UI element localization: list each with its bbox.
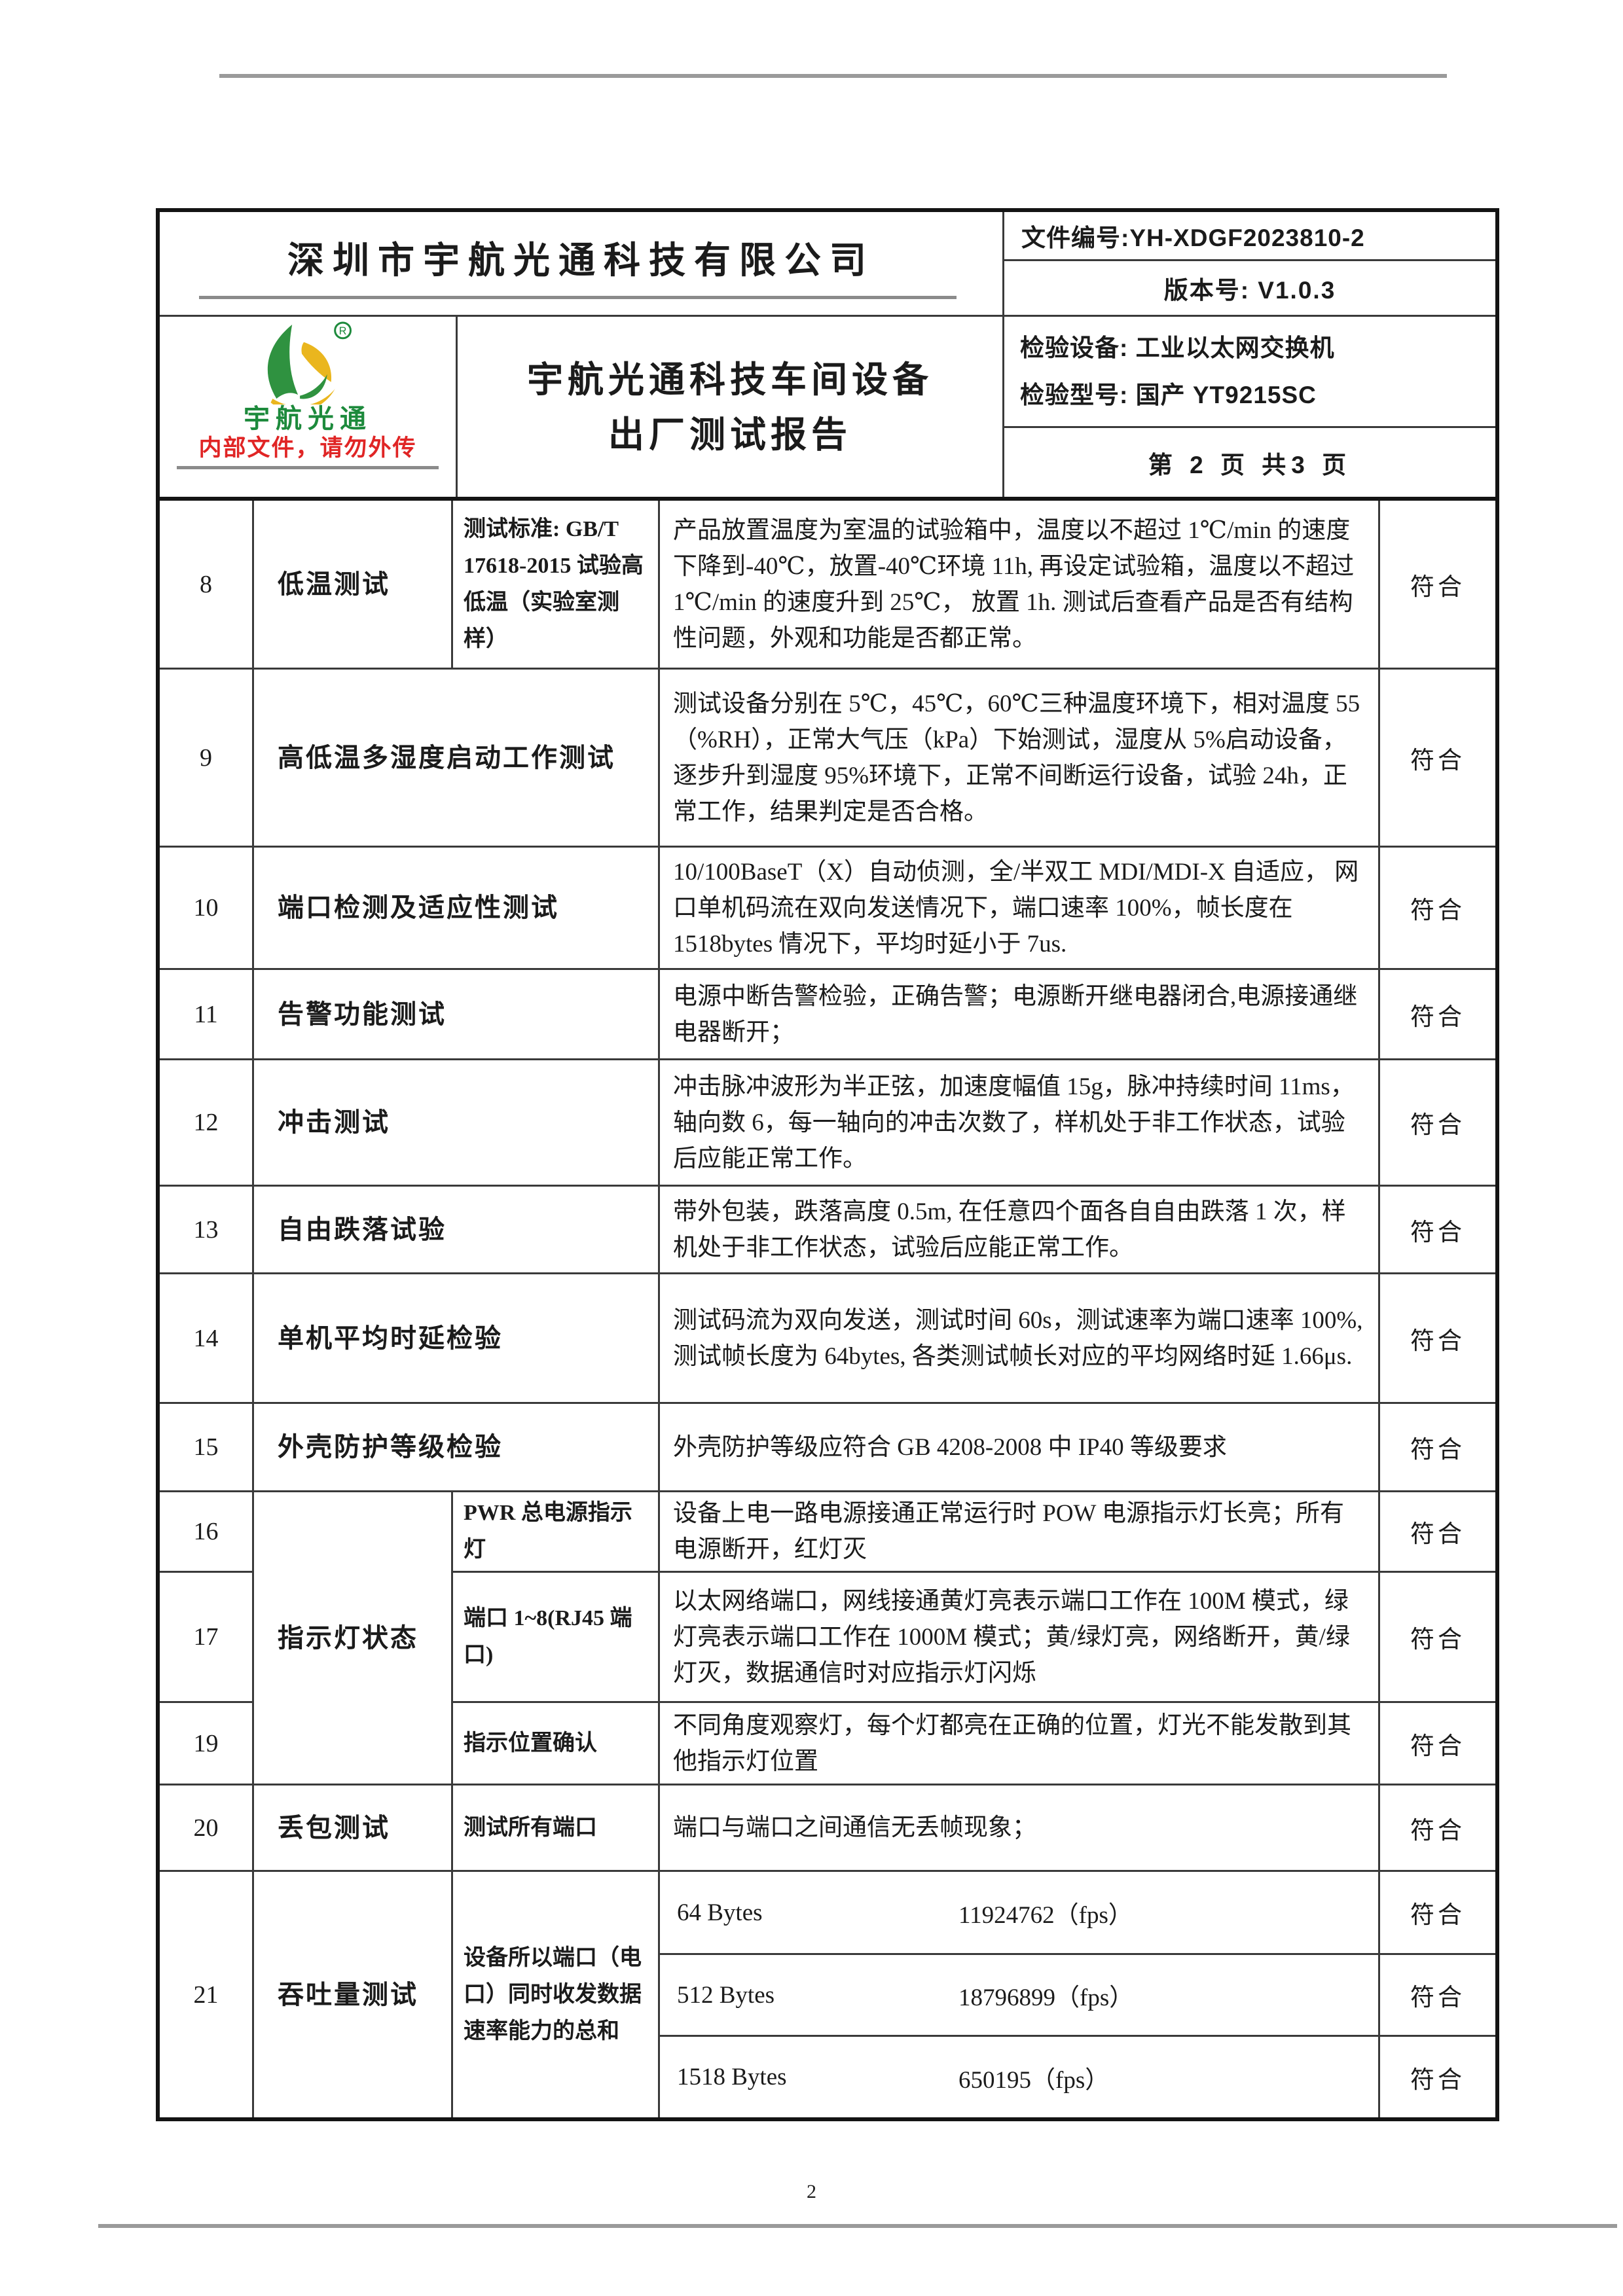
- row12-no: 12: [160, 1060, 254, 1187]
- row17-no: 17: [160, 1573, 254, 1703]
- footer-divider-line: [98, 2224, 1617, 2228]
- row21-name: 吞吐量测试: [254, 1872, 453, 2117]
- page-info: 第 2 页 共3 页: [1148, 451, 1352, 478]
- row17-result: 符合: [1380, 1573, 1495, 1703]
- row21-64bytes-value: 11924762（fps）: [958, 1902, 1133, 1929]
- company-name: 深圳市宇航光通科技有限公司: [287, 240, 875, 281]
- row21-no: 21: [160, 1872, 254, 2117]
- row8-standard: 测试标准: GB/T 17618-2015 试验高低温（实验室测样）: [453, 501, 660, 670]
- row15-result: 符合: [1380, 1404, 1495, 1492]
- confidential-notice: 内部文件，请勿外传: [198, 435, 417, 461]
- row20-sub: 测试所有端口: [453, 1785, 660, 1872]
- row21-sub: 设备所以端口（电口）同时收发数据速率能力的总和: [453, 1872, 660, 2117]
- row10-result: 符合: [1380, 848, 1495, 970]
- row8-result: 符合: [1380, 501, 1495, 670]
- row21-512bytes-value: 18796899（fps）: [958, 1984, 1134, 2011]
- report-title-line2: 出厂测试报告: [608, 414, 852, 455]
- row14-content: 测试码流为双向发送，测试时间 60s，测试速率为端口速率 100%, 测试帧长度…: [660, 1274, 1380, 1404]
- row15-no: 15: [160, 1404, 254, 1492]
- row11-name: 告警功能测试: [254, 970, 660, 1060]
- row14-no: 14: [160, 1274, 254, 1404]
- row11-content: 电源中断告警检验，正确告警；电源断开继电器闭合,电源接通继电器断开；: [660, 970, 1380, 1060]
- row20-result: 符合: [1380, 1785, 1495, 1872]
- test-rows-grid: 8 低温测试 测试标准: GB/T 17618-2015 试验高低温（实验室测样…: [160, 501, 1495, 2117]
- row19-no: 19: [160, 1703, 254, 1785]
- company-name-cell: 深圳市宇航光通科技有限公司: [160, 212, 1004, 317]
- row15-content: 外壳防护等级应符合 GB 4208-2008 中 IP40 等级要求: [660, 1404, 1380, 1492]
- row11-no: 11: [160, 970, 254, 1060]
- row21-1518bytes: 1518 Bytes 650195（fps）: [660, 2037, 1380, 2117]
- row16-result: 符合: [1380, 1492, 1495, 1573]
- report-table: 深圳市宇航光通科技有限公司 文件编号:YH-XDGF2023810-2 版本号:…: [156, 208, 1499, 2121]
- company-underline: [199, 296, 957, 299]
- row21-64bytes: 64 Bytes 11924762（fps）: [660, 1872, 1380, 1955]
- row13-content: 带外包装，跌落高度 0.5m, 在任意四个面各自自由跌落 1 次，样机处于非工作…: [660, 1187, 1380, 1274]
- row21-512bytes-size: 512 Bytes: [677, 1981, 775, 2009]
- inspection-device: 检验设备: 工业以太网交换机: [1020, 334, 1335, 361]
- row19-content: 不同角度观察灯，每个灯都亮在正确的位置，灯光不能发散到其他指示灯位置: [660, 1703, 1380, 1785]
- row21-64bytes-size: 64 Bytes: [677, 1899, 763, 1926]
- row13-result: 符合: [1380, 1187, 1495, 1274]
- row12-content: 冲击脉冲波形为半正弦，加速度幅值 15g，脉冲持续时间 11ms，轴向数 6，每…: [660, 1060, 1380, 1187]
- row8-name: 低温测试: [254, 501, 453, 670]
- report-title-cell: 宇航光通科技车间设备 出厂测试报告: [458, 317, 1004, 497]
- row16-content: 设备上电一路电源接通正常运行时 POW 电源指示灯长亮；所有电源断开，红灯灭: [660, 1492, 1380, 1573]
- row10-content: 10/100BaseT（X）自动侦测，全/半双工 MDI/MDI-X 自适应， …: [660, 848, 1380, 970]
- page-number: 2: [807, 2181, 816, 2202]
- row14-result: 符合: [1380, 1274, 1495, 1404]
- row10-no: 10: [160, 848, 254, 970]
- company-logo-icon: R: [267, 321, 352, 404]
- logo-text: 宇航光通: [244, 404, 372, 433]
- row9-name: 高低温多湿度启动工作测试: [254, 670, 660, 848]
- row11-result: 符合: [1380, 970, 1495, 1060]
- row21-1518bytes-size: 1518 Bytes: [677, 2064, 787, 2090]
- row12-name: 冲击测试: [254, 1060, 660, 1187]
- row19-result: 符合: [1380, 1703, 1495, 1785]
- doc-number: 文件编号:YH-XDGF2023810-2: [1004, 212, 1495, 261]
- row10-name: 端口检测及适应性测试: [254, 848, 660, 970]
- row21-512bytes: 512 Bytes 18796899（fps）: [660, 1955, 1380, 2037]
- report-header: 深圳市宇航光通科技有限公司 文件编号:YH-XDGF2023810-2 版本号:…: [160, 212, 1495, 501]
- row16-no: 16: [160, 1492, 254, 1573]
- row15-name: 外壳防护等级检验: [254, 1404, 660, 1492]
- row9-content: 测试设备分别在 5℃，45℃，60℃三种温度环境下，相对温度 55（%RH），正…: [660, 670, 1380, 848]
- row12-result: 符合: [1380, 1060, 1495, 1187]
- row20-name: 丢包测试: [254, 1785, 453, 1872]
- row17-content: 以太网络端口，网线接通黄灯亮表示端口工作在 100M 模式，绿灯亮表示端口工作在…: [660, 1573, 1380, 1703]
- logo-underline: [177, 466, 439, 469]
- row13-no: 13: [160, 1187, 254, 1274]
- row19-sub: 指示位置确认: [453, 1703, 660, 1785]
- version-number: 版本号: V1.0.3: [1004, 261, 1495, 317]
- row13-name: 自由跌落试验: [254, 1187, 660, 1274]
- row20-content: 端口与端口之间通信无丢帧现象；: [660, 1785, 1380, 1872]
- row17-sub: 端口 1~8(RJ45 端口): [453, 1573, 660, 1703]
- company-logo-cell: R 宇航光通 内部文件，请勿外传: [160, 317, 458, 497]
- row8-content: 产品放置温度为室温的试验箱中，温度以不超过 1℃/min 的速度下降到-40℃，…: [660, 501, 1380, 670]
- row8-no: 8: [160, 501, 254, 670]
- indicator-group-name: 指示灯状态: [254, 1492, 453, 1785]
- row20-no: 20: [160, 1785, 254, 1872]
- inspection-device-cell: 检验设备: 工业以太网交换机 检验型号: 国产 YT9215SC: [1004, 317, 1495, 428]
- row9-result: 符合: [1380, 670, 1495, 848]
- row21-64bytes-result: 符合: [1380, 1872, 1495, 1955]
- row21-1518bytes-result: 符合: [1410, 2066, 1465, 2094]
- row16-sub: PWR 总电源指示灯: [453, 1492, 660, 1573]
- row21-512bytes-result: 符合: [1380, 1955, 1495, 2037]
- row21-1518bytes-value: 650195（fps）: [958, 2066, 1110, 2094]
- svg-text:R: R: [339, 325, 347, 337]
- row14-name: 单机平均时延检验: [254, 1274, 660, 1404]
- inspection-model: 检验型号: 国产 YT9215SC: [1020, 381, 1317, 408]
- report-title-line1: 宇航光通科技车间设备: [526, 359, 933, 400]
- header-divider-line: [219, 74, 1447, 78]
- row9-no: 9: [160, 670, 254, 848]
